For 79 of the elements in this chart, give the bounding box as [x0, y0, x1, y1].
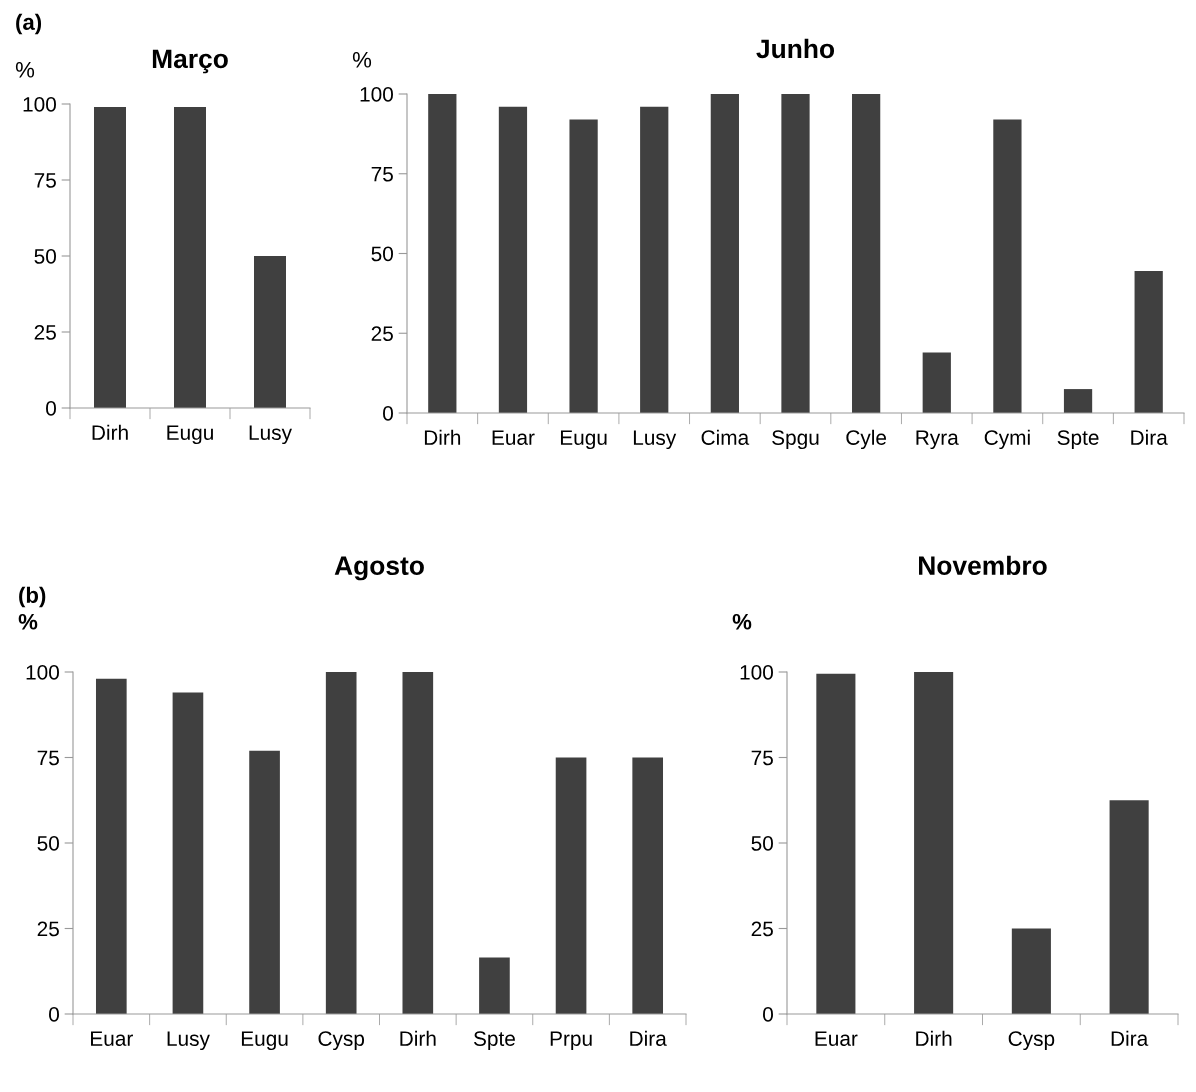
bar: [852, 94, 881, 413]
x-tick-label: Lusy: [633, 430, 677, 450]
y-tick-label: 100: [740, 665, 773, 680]
y-tick-label: 100: [360, 87, 393, 102]
y-tick-label: 75: [34, 173, 56, 188]
x-tick-label: Cysp: [318, 1031, 365, 1051]
x-tick-label: Euar: [815, 1031, 858, 1046]
x-tick-label: Ryra: [916, 430, 959, 450]
bar: [632, 757, 664, 1014]
bar: [325, 672, 357, 1014]
x-tick-label: Dirh: [916, 1030, 952, 1046]
bar: [922, 352, 951, 413]
bar: [172, 692, 204, 1014]
bar: [914, 672, 954, 1014]
bar: [710, 94, 739, 413]
y-tick-label: 0: [383, 406, 393, 421]
y-axis-title: %: [15, 61, 35, 78]
bar: [781, 94, 810, 413]
bar: [95, 678, 127, 1014]
bar: [1134, 271, 1163, 413]
bar: [569, 119, 598, 413]
y-tick-label: 25: [751, 921, 773, 937]
chart-title: Março: [152, 49, 228, 74]
x-tick-label: Cima: [701, 429, 750, 445]
x-tick-label: Dira: [630, 1030, 667, 1046]
chart-title: Agosto: [334, 556, 424, 581]
y-tick-label: 75: [751, 750, 773, 766]
x-tick-label: Eugu: [241, 1031, 288, 1051]
bar: [1109, 800, 1149, 1014]
bar: [498, 106, 528, 413]
bar: [402, 672, 434, 1014]
x-tick-label: Spgu: [772, 430, 819, 450]
x-tick-label: Dirh: [424, 429, 461, 445]
y-tick-label: 50: [751, 836, 773, 851]
text: (b): [19, 586, 46, 608]
y-tick-label: 100: [23, 97, 56, 112]
y-axis-title: %: [732, 613, 752, 630]
y-tick-label: 50: [37, 836, 59, 851]
bar: [555, 757, 587, 1014]
x-tick-label: Lusy: [167, 1031, 210, 1051]
y-tick-label: 100: [26, 665, 59, 680]
x-tick-label: Cysp: [1008, 1031, 1055, 1051]
x-tick-label: Eugu: [560, 430, 607, 450]
chart-title: Junho: [756, 38, 835, 59]
bar: [640, 106, 669, 413]
bar: [479, 957, 510, 1014]
x-tick-label: Lusy: [249, 425, 292, 445]
y-tick-label: 50: [34, 249, 56, 264]
y-axis-title: %: [18, 613, 38, 630]
y-axis-title: %: [352, 51, 372, 68]
x-tick-label: Dira: [1131, 429, 1168, 445]
y-tick-label: 75: [37, 750, 59, 766]
x-tick-label: Eugu: [167, 425, 213, 445]
bar: [428, 94, 457, 413]
y-tick-label: 75: [371, 166, 393, 182]
y-tick-label: 25: [371, 326, 393, 341]
x-tick-label: Spte: [1057, 430, 1099, 450]
x-tick-label: Dira: [1111, 1030, 1149, 1046]
x-tick-label: Dirh: [92, 424, 128, 440]
x-tick-label: Prpu: [550, 1031, 592, 1051]
bar: [1063, 389, 1093, 413]
x-tick-label: Euar: [91, 1031, 133, 1046]
x-tick-label: Dirh: [400, 1030, 436, 1046]
y-tick-label: 0: [763, 1007, 773, 1022]
bar: [816, 673, 856, 1014]
y-tick-label: 0: [46, 401, 56, 416]
y-tick-label: 0: [49, 1007, 59, 1022]
y-tick-label: 25: [34, 325, 56, 340]
x-tick-label: Cyle: [846, 429, 887, 450]
chart-title: Novembro: [919, 555, 1047, 576]
bar: [993, 119, 1022, 413]
bar: [1011, 928, 1051, 1014]
bar: [249, 750, 280, 1014]
y-tick-label: 50: [371, 246, 393, 262]
x-tick-label: Cymi: [984, 429, 1030, 450]
x-tick-label: Spte: [473, 1031, 515, 1051]
text: (a): [16, 13, 42, 35]
x-tick-label: Euar: [492, 430, 535, 445]
y-tick-label: 25: [37, 921, 59, 937]
